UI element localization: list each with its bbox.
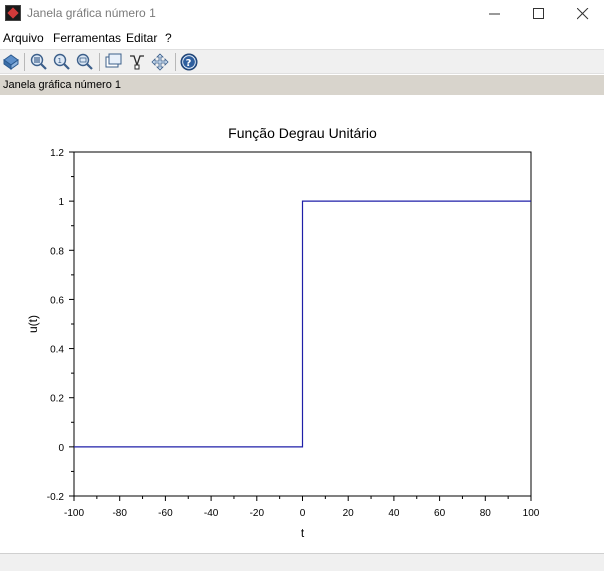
menu-bar: Arquivo Ferramentas Editar ? xyxy=(0,28,604,48)
pan-icon[interactable] xyxy=(151,53,169,71)
x-tick-label: 0 xyxy=(300,508,306,519)
step-series-line xyxy=(74,200,531,448)
datatip-icon[interactable] xyxy=(105,53,123,71)
scilab-app-icon xyxy=(5,5,21,21)
toolbar-separator xyxy=(99,53,100,71)
x-tick-label: 80 xyxy=(480,508,492,519)
y-tick-label: 0.6 xyxy=(50,295,64,306)
x-tick-label: 100 xyxy=(523,508,540,519)
menu-ferramentas[interactable]: Ferramentas xyxy=(53,31,122,45)
close-button[interactable] xyxy=(560,0,604,28)
y-tick-label: 1.2 xyxy=(50,148,64,159)
zoom-out-icon[interactable] xyxy=(76,53,94,71)
maximize-button[interactable] xyxy=(516,0,562,28)
chart-title: Função Degrau Unitário xyxy=(228,125,377,141)
rotate-icon[interactable] xyxy=(2,53,20,71)
datatip-edit-icon[interactable] xyxy=(128,53,146,71)
minimize-icon xyxy=(489,13,500,15)
menu-editar[interactable]: Editar xyxy=(126,31,158,45)
title-bar: Janela gráfica número 1 xyxy=(0,0,604,28)
toolbar: 1 ? xyxy=(0,49,604,74)
y-tick-label: 0.2 xyxy=(50,394,64,405)
toolbar-separator xyxy=(24,53,25,71)
x-tick-label: -60 xyxy=(158,508,173,519)
x-tick-label: -40 xyxy=(204,508,219,519)
maximize-icon xyxy=(533,8,544,19)
status-bar xyxy=(0,553,604,571)
y-axis-label: u(t) xyxy=(26,315,40,333)
x-axis-label: t xyxy=(301,526,305,540)
y-tick-label: -0.2 xyxy=(47,492,65,503)
toolbar-separator xyxy=(175,53,176,71)
x-tick-label: -20 xyxy=(250,508,265,519)
zoom-reset-icon[interactable]: 1 xyxy=(53,53,71,71)
svg-text:1: 1 xyxy=(58,57,62,65)
help-icon[interactable]: ? xyxy=(180,53,198,71)
plot-area: Função Degrau Unitário -100 -80 -60 -40 -20 0 2… xyxy=(0,95,604,553)
zoom-in-icon[interactable] xyxy=(30,53,48,71)
step-function-chart: Função Degrau Unitário -100 -80 -60 -40 -20 0 2… xyxy=(26,125,540,540)
minimize-button[interactable] xyxy=(472,0,518,28)
y-tick-label: 0.4 xyxy=(50,345,64,356)
x-tick-label: -100 xyxy=(64,508,84,519)
x-tick-label: 40 xyxy=(388,508,400,519)
window-title: Janela gráfica número 1 xyxy=(27,6,156,20)
menu-arquivo[interactable]: Arquivo xyxy=(3,31,44,45)
y-tick-label: 1 xyxy=(58,197,64,208)
x-tick-label: -80 xyxy=(112,508,127,519)
close-icon xyxy=(577,8,589,20)
menu-help[interactable]: ? xyxy=(165,31,172,45)
svg-text:?: ? xyxy=(186,58,192,69)
y-tick-label: 0.8 xyxy=(50,246,64,257)
x-tick-label: 60 xyxy=(434,508,446,519)
x-tick-label: 20 xyxy=(343,508,355,519)
info-text: Janela gráfica número 1 xyxy=(3,79,122,91)
info-bar: Janela gráfica número 1 xyxy=(0,75,604,95)
y-tick-label: 0 xyxy=(58,443,64,454)
